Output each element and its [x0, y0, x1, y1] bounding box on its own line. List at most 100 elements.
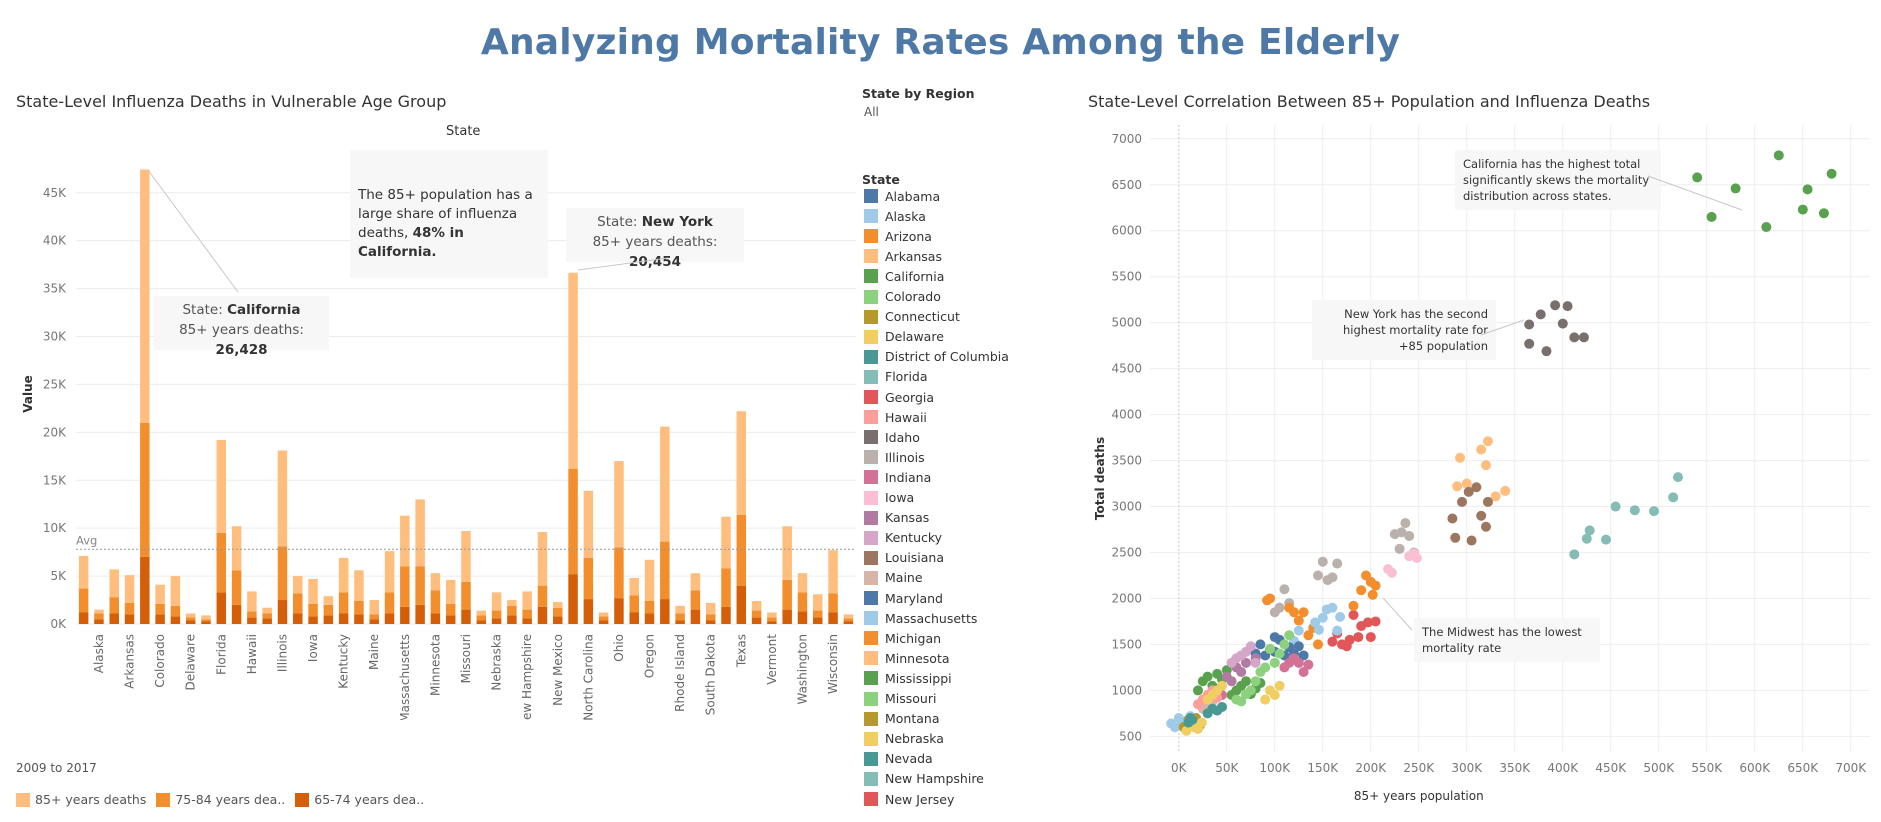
scatter-point[interactable]: [1337, 639, 1347, 650]
state-legend-item[interactable]: Hawaii: [864, 407, 927, 427]
scatter-point[interactable]: [1245, 641, 1256, 652]
scatter-point[interactable]: [1411, 553, 1422, 564]
scatter-point[interactable]: [1298, 667, 1309, 678]
scatter-point[interactable]: [1404, 530, 1415, 541]
scatter-point[interactable]: [1317, 556, 1328, 567]
bar-segment[interactable]: [415, 604, 425, 624]
scatter-point[interactable]: [1370, 616, 1381, 627]
scatter-point[interactable]: [1245, 685, 1256, 696]
state-legend-item[interactable]: Delaware: [864, 327, 944, 347]
scatter-point[interactable]: [1365, 632, 1376, 643]
scatter-point[interactable]: [1303, 630, 1314, 641]
scatter-point[interactable]: [1629, 505, 1640, 516]
scatter-point[interactable]: [1217, 680, 1227, 691]
scatter-point[interactable]: [1298, 607, 1309, 618]
scatter-point[interactable]: [1447, 513, 1458, 524]
scatter-point[interactable]: [1260, 694, 1271, 705]
scatter-point[interactable]: [1348, 610, 1359, 621]
state-legend-item[interactable]: Georgia: [864, 387, 934, 407]
bar-segment[interactable]: [78, 588, 89, 613]
bar-segment[interactable]: [185, 613, 196, 618]
bar-segment[interactable]: [828, 550, 838, 594]
scatter-point[interactable]: [1802, 184, 1813, 195]
bar-segment[interactable]: [614, 547, 624, 599]
bar-segment[interactable]: [568, 574, 578, 624]
bar-segment[interactable]: [736, 514, 747, 586]
state-legend-item[interactable]: Nevada: [864, 749, 933, 769]
bar-segment[interactable]: [598, 612, 609, 617]
bar-segment[interactable]: [430, 613, 441, 624]
scatter-point[interactable]: [1367, 589, 1378, 600]
bar-segment[interactable]: [384, 592, 395, 614]
bar-segment[interactable]: [94, 619, 104, 624]
scatter-point[interactable]: [1362, 617, 1373, 628]
scatter-point[interactable]: [1310, 617, 1321, 628]
bar-segment[interactable]: [78, 612, 89, 625]
bar-segment[interactable]: [690, 573, 701, 591]
bar-segment[interactable]: [231, 604, 242, 624]
scatter-point[interactable]: [1226, 676, 1237, 687]
bar-segment[interactable]: [644, 613, 655, 624]
bar-segment[interactable]: [553, 601, 563, 608]
bar-segment[interactable]: [445, 603, 456, 616]
bar-segment[interactable]: [721, 606, 731, 624]
scatter-point[interactable]: [1193, 685, 1203, 696]
scatter-point[interactable]: [1255, 639, 1266, 650]
bar-segment[interactable]: [124, 602, 135, 615]
scatter-point[interactable]: [1241, 676, 1251, 687]
bar-segment[interactable]: [751, 610, 762, 618]
bar-segment[interactable]: [94, 609, 104, 614]
bar-segment[interactable]: [751, 601, 762, 611]
state-legend-item[interactable]: Michigan: [864, 628, 941, 648]
bar-segment[interactable]: [537, 585, 548, 607]
bar-segment[interactable]: [705, 602, 716, 615]
state-legend-item[interactable]: Indiana: [864, 467, 931, 487]
bar-segment[interactable]: [797, 611, 808, 624]
bar-segment[interactable]: [598, 616, 609, 621]
bar-segment[interactable]: [445, 615, 456, 624]
state-legend-item[interactable]: Montana: [864, 709, 940, 729]
scatter-point[interactable]: [1332, 558, 1343, 569]
bar-segment[interactable]: [507, 615, 517, 624]
scatter-point[interactable]: [1455, 452, 1466, 463]
bar-segment[interactable]: [644, 559, 655, 601]
state-legend-item[interactable]: Arkansas: [864, 246, 942, 266]
scatter-point[interactable]: [1386, 567, 1397, 578]
bar-segment[interactable]: [568, 272, 578, 469]
bar-segment[interactable]: [354, 601, 364, 615]
scatter-point[interactable]: [1471, 482, 1482, 493]
bar-segment[interactable]: [369, 600, 379, 615]
bar-segment[interactable]: [201, 619, 211, 622]
scatter-point[interactable]: [1279, 639, 1290, 650]
scatter-point[interactable]: [1187, 714, 1198, 725]
bar-segment[interactable]: [109, 613, 119, 624]
bar-segment[interactable]: [323, 596, 334, 605]
bar-segment[interactable]: [705, 614, 716, 621]
bar-segment[interactable]: [262, 618, 272, 624]
scatter-point[interactable]: [1274, 680, 1285, 691]
scatter-point[interactable]: [1466, 535, 1477, 546]
state-legend-item[interactable]: Iowa: [864, 488, 914, 508]
bar-segment[interactable]: [675, 620, 685, 624]
bar-segment[interactable]: [461, 581, 471, 610]
scatter-point[interactable]: [1313, 639, 1323, 650]
bar-segment[interactable]: [323, 604, 334, 616]
scatter-point[interactable]: [1610, 501, 1621, 512]
scatter-point[interactable]: [1269, 690, 1280, 700]
bar-segment[interactable]: [124, 575, 135, 603]
bar-segment[interactable]: [308, 616, 318, 624]
scatter-point[interactable]: [1293, 657, 1304, 668]
scatter-point[interactable]: [1400, 518, 1411, 529]
bar-segment[interactable]: [216, 440, 227, 533]
bar-segment[interactable]: [400, 515, 410, 567]
state-legend-item[interactable]: Arizona: [864, 226, 932, 246]
bar-segment[interactable]: [598, 620, 609, 624]
bar-segment[interactable]: [140, 556, 150, 624]
scatter-point[interactable]: [1269, 657, 1280, 668]
bar-segment[interactable]: [690, 609, 701, 624]
bar-segment[interactable]: [216, 592, 227, 624]
bar-segment[interactable]: [430, 590, 441, 614]
bar-segment[interactable]: [170, 576, 181, 606]
bar-segment[interactable]: [369, 619, 379, 624]
scatter-point[interactable]: [1773, 150, 1784, 161]
